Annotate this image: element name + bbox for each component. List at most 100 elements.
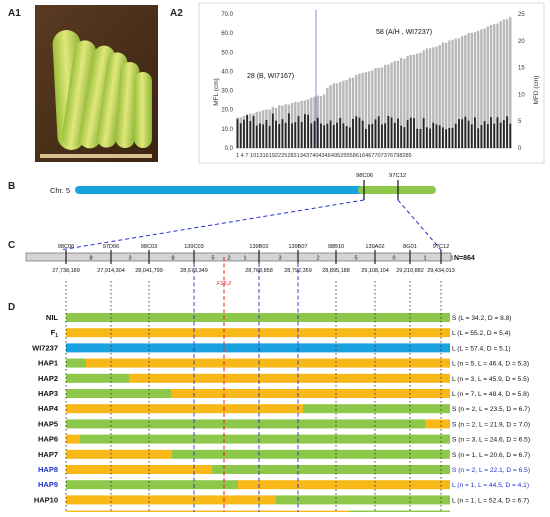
haplotype-row: HAP8 S (n = 2, L = 22.1, D = 6.5)	[38, 465, 530, 474]
recombinant-count: 0	[392, 256, 395, 262]
genotype-segment	[66, 480, 238, 490]
mfd-bar	[448, 128, 451, 148]
recombinant-count: 8	[171, 256, 174, 262]
mfd-bar	[252, 116, 255, 148]
mfd-bar	[381, 124, 383, 148]
right-tick-label: 20	[518, 39, 525, 45]
mfd-bar	[284, 122, 287, 148]
mfd-bar	[361, 120, 364, 148]
haplotype-name: HAP7	[38, 450, 58, 459]
haplotype-name: HAP5	[38, 419, 58, 428]
haplotype-row: HAP5 S (n = 2, L = 21.9, D = 7.0)	[38, 419, 530, 429]
genotype-segment	[66, 495, 276, 505]
mfd-bar	[441, 127, 444, 148]
mfd-bar	[265, 120, 268, 148]
left-tick-label: 30.0	[221, 89, 233, 95]
mfd-bar	[509, 123, 512, 148]
right-tick-label: 15	[518, 66, 525, 72]
marker-label: 8G01	[403, 244, 417, 250]
mfl-bar	[383, 64, 387, 148]
phenotype-description: S (n = 2, L = 23.5, D = 6.7)	[452, 406, 530, 413]
haplotype-row: HAP1 L (n = 5, L = 46.4, D = 5.3)	[38, 358, 529, 368]
mfd-bar	[499, 122, 502, 148]
mfl-bar	[310, 97, 313, 148]
x-axis-tick-labels: 1 4 7 1013161922252831343740434649525558…	[236, 153, 412, 159]
mfd-bar	[313, 121, 316, 148]
recombinant-count: 5	[211, 256, 214, 262]
phenotype-description: L (n = 1, L = 44.5, D = 4.1)	[452, 482, 529, 489]
mfl-bar	[393, 61, 396, 148]
mfd-bar	[268, 125, 271, 148]
mfl-bar	[332, 83, 335, 148]
mfl-bar	[464, 35, 467, 149]
haplotype-name: HAP1	[38, 359, 58, 368]
marker-label-98c06: 98C06	[356, 173, 373, 179]
mfl-bar	[454, 38, 457, 148]
mfd-bar	[303, 114, 306, 148]
mfl-bar	[489, 24, 493, 149]
mfl-bar	[432, 47, 435, 148]
genotype-segment	[66, 343, 450, 353]
mfd-bars	[236, 113, 512, 148]
mfl-bar	[419, 52, 422, 148]
haplotype-row: HAP4 S (n = 2, L = 23.5, D = 6.7)	[38, 404, 530, 414]
mfl-bar	[399, 58, 403, 149]
left-tick-label: 20.0	[221, 108, 233, 114]
panel-label-d: D	[8, 302, 15, 313]
mfd-bar	[339, 118, 342, 148]
mfl-bar	[486, 26, 490, 149]
mfd-bar	[358, 117, 361, 148]
right-axis-label: MFD (cm)	[533, 76, 540, 105]
mfd-bar	[432, 122, 435, 148]
mfd-bar	[326, 123, 329, 148]
mfl-bar	[406, 56, 409, 148]
left-tick-label: 70.0	[221, 12, 233, 18]
mfl-bar	[409, 54, 413, 148]
phenotype-description: S (n = 2, L = 21.9, D = 7.0)	[452, 421, 530, 428]
mfd-bar	[470, 124, 473, 148]
mfd-bar	[278, 124, 281, 148]
mfl-bar	[326, 87, 329, 148]
mfd-bar	[429, 128, 431, 148]
mfl-bar	[480, 29, 483, 148]
mfd-bar	[467, 120, 470, 148]
right-tick-label: 25	[518, 12, 525, 18]
genotype-segment	[66, 404, 303, 414]
mfd-bar	[271, 113, 274, 148]
mfd-bar	[307, 114, 310, 148]
mfl-bar	[416, 53, 419, 148]
haplotype-row: HAP6 S (n = 3, L = 24.6, D = 6.5)	[38, 434, 530, 444]
mfd-bar	[458, 119, 460, 148]
mfl-bar	[380, 67, 384, 148]
mfl-bar	[457, 38, 461, 148]
marker-label: 139B07	[288, 244, 307, 250]
mfd-bar	[294, 122, 297, 148]
mfl-bar	[451, 39, 454, 148]
recombinant-count: 2	[316, 256, 319, 262]
physical-position: 28,041,799	[135, 268, 163, 274]
annotation-wi7237: 58 (A/H , WI7237)	[376, 29, 432, 36]
genotype-segment	[129, 373, 450, 383]
mfd-bar	[480, 125, 483, 148]
chromosome-green-segment	[358, 186, 436, 194]
genotype-segment	[66, 313, 450, 322]
physical-position: 27,738,189	[52, 268, 80, 274]
haplotype-row: HAP2 L (n = 3, L = 45.9, D = 5.5)	[38, 373, 529, 383]
physical-positions: 27,738,18927,914,30428,041,79928,673,349…	[52, 268, 455, 274]
cucumber-photo	[35, 5, 158, 162]
mfl-bar	[342, 80, 345, 148]
haplotype-name: HAP4	[38, 404, 59, 413]
marker-label: 98C06	[58, 244, 74, 250]
mfl-bar	[387, 64, 390, 148]
left-tick-label: 40.0	[221, 69, 233, 75]
mfl-bar	[322, 94, 326, 148]
recombinant-count: 3	[278, 256, 281, 262]
marker-label: 97D06	[103, 244, 119, 250]
recombinant-count: 1	[243, 256, 246, 262]
phenotype-description: L (n = 1, L = 52.4, D = 6.7)	[452, 497, 529, 504]
haplotype-row: HAP7 S (n = 1, L = 20.6, D = 6.7)	[38, 449, 530, 459]
mfd-bar	[329, 120, 332, 148]
mfl-bar	[351, 77, 355, 148]
mfd-bar	[371, 123, 374, 148]
marker-label: 97C12	[433, 244, 449, 250]
